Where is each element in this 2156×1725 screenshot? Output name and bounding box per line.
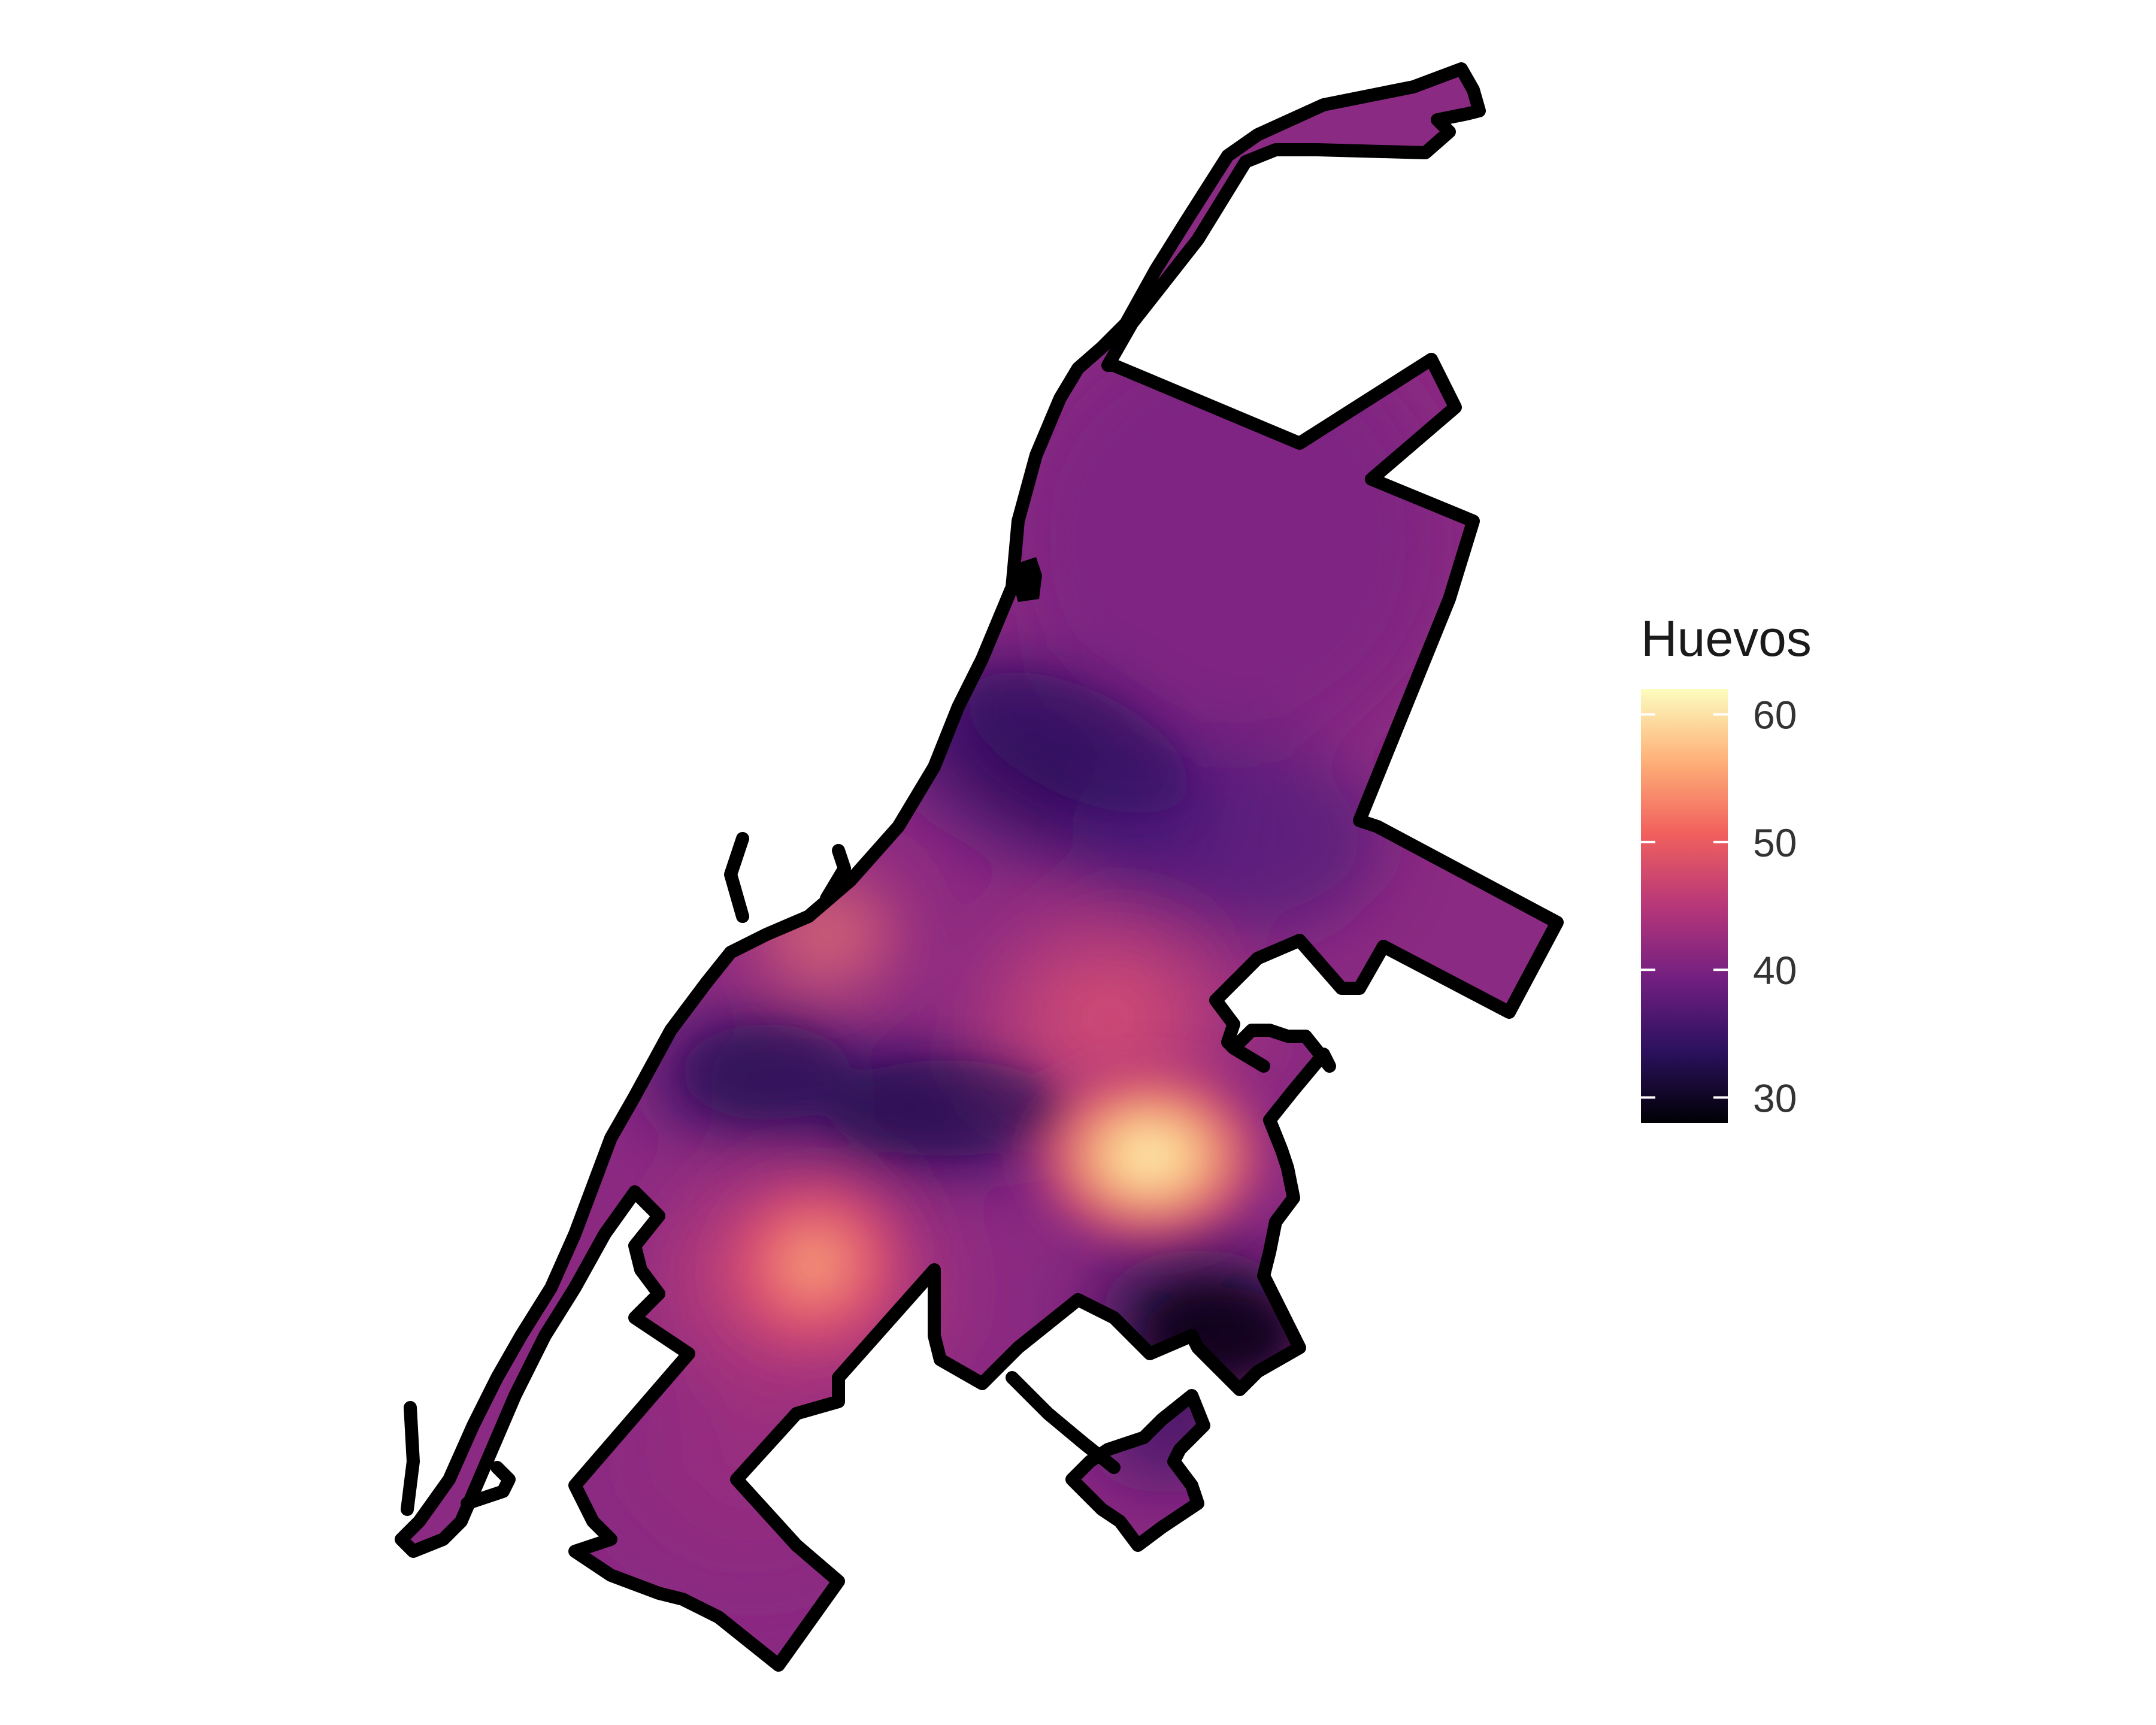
legend: Huevos 30 40 50 60 <box>1641 610 1812 1123</box>
legend-tick-label: 30 <box>1753 1076 1797 1120</box>
legend-tick-label: 60 <box>1753 693 1797 737</box>
region-outline <box>395 62 1564 1672</box>
legend-colorbar <box>1641 689 1728 1123</box>
heatmap-fill <box>401 69 1557 1665</box>
legend-ticks: 30 40 50 60 <box>1641 693 1797 1120</box>
legend-tick-label: 50 <box>1753 821 1797 865</box>
legend-title: Huevos <box>1641 610 1812 667</box>
blob-mark <box>1012 557 1042 602</box>
legend-tick-label: 40 <box>1753 948 1797 992</box>
